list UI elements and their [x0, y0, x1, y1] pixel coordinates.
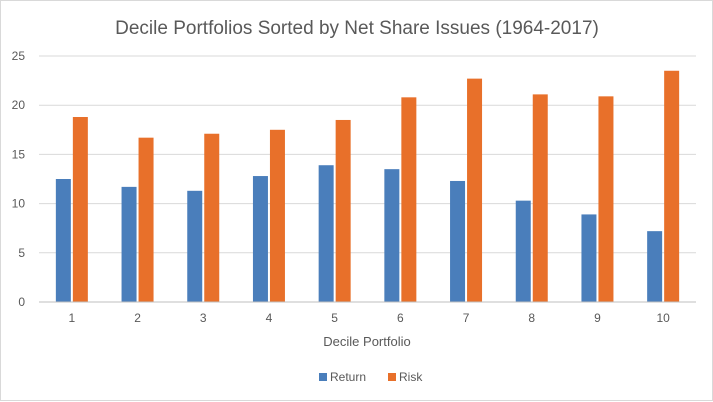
x-tick-label: 3: [200, 311, 207, 325]
x-tick-label: 10: [656, 311, 670, 325]
legend: Return Risk: [319, 370, 423, 384]
x-tick-label: 9: [594, 311, 601, 325]
bar-risk-1: [72, 117, 88, 303]
x-tick-label: 1: [69, 311, 76, 325]
bar-risk-3: [204, 133, 220, 302]
gridlines: [39, 55, 696, 254]
x-tick-label: 6: [397, 311, 404, 325]
chart-title: Decile Portfolios Sorted by Net Share Is…: [115, 18, 599, 39]
bar-return-4: [252, 176, 268, 302]
y-tick-label: 0: [18, 295, 25, 309]
x-tick-label: 4: [266, 311, 273, 325]
legend-swatch-risk: [388, 373, 396, 381]
y-tick-label: 5: [18, 246, 25, 260]
x-tick-label: 8: [528, 311, 535, 325]
bar-return-9: [581, 214, 597, 302]
y-tick-label: 25: [12, 49, 26, 63]
bar-risk-8: [532, 94, 548, 302]
legend-swatch-return: [319, 373, 327, 381]
bar-return-5: [318, 165, 334, 302]
bar-return-2: [121, 186, 137, 302]
bar-risk-10: [664, 70, 680, 302]
x-axis-ticks: 1 2 3 4 5 6 7 8 9 10: [69, 311, 671, 325]
y-tick-label: 10: [12, 197, 26, 211]
bar-return-10: [647, 231, 663, 302]
y-tick-label: 20: [12, 98, 26, 112]
bar-risk-2: [138, 137, 154, 302]
bar-return-6: [384, 169, 400, 302]
bar-risk-9: [598, 96, 614, 303]
y-tick-label: 15: [12, 147, 26, 161]
legend-label-risk: Risk: [399, 370, 423, 384]
bar-risk-7: [467, 78, 483, 302]
legend-label-return: Return: [330, 370, 366, 384]
bar-risk-6: [401, 97, 417, 302]
x-tick-label: 2: [134, 311, 141, 325]
bar-return-7: [450, 180, 466, 302]
bar-risk-4: [269, 129, 285, 302]
x-tick-label: 5: [331, 311, 338, 325]
bar-return-1: [55, 179, 71, 302]
bar-risk-5: [335, 119, 351, 303]
bar-return-8: [515, 200, 531, 302]
x-tick-label: 7: [463, 311, 470, 325]
bars: [55, 70, 680, 303]
y-axis-ticks: 0 5 10 15 20 25: [12, 49, 26, 309]
bar-return-3: [187, 190, 203, 302]
x-axis-title: Decile Portfolio: [323, 334, 410, 349]
